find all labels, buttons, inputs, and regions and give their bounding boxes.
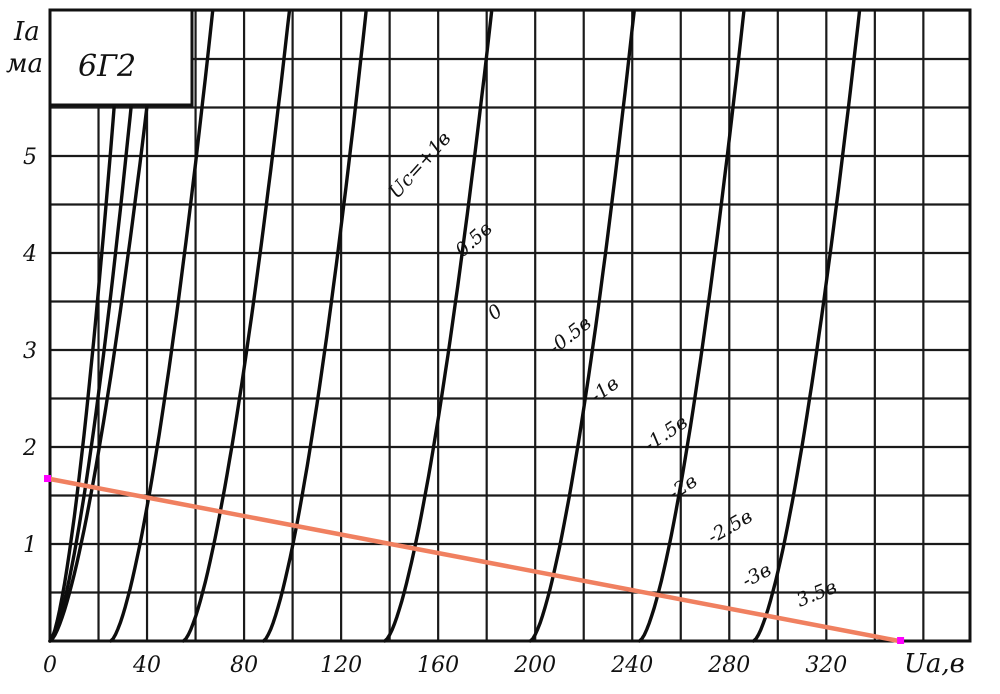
plot-frame (48, 8, 972, 643)
curve-label: -2в (664, 470, 701, 505)
y-tick-label: 1 (23, 533, 37, 558)
y-tick-label: 5 (23, 145, 37, 170)
load-line-marker-start (44, 475, 51, 483)
title-box: 6Г2 (48, 8, 194, 107)
curves-group (48, 10, 862, 643)
curve-label: -1.5в (640, 411, 692, 456)
characteristic-curve (109, 10, 215, 643)
curve-label: -3в (738, 559, 774, 592)
x-tick-label: 40 (132, 653, 161, 678)
axis-labels: Ia ма Ua,в (6, 17, 965, 679)
characteristic-curve (48, 10, 124, 643)
curve-label: 0.5в (451, 218, 496, 262)
characteristic-curve (528, 10, 636, 643)
x-tick-label: 160 (417, 653, 459, 678)
curve-label: 3.5в (793, 576, 840, 612)
x-tick-label: 280 (707, 653, 750, 678)
y-tick-label: 4 (22, 242, 37, 267)
title-box-rect (48, 8, 194, 107)
x-tick-label: 320 (805, 653, 847, 678)
characteristic-curve (181, 10, 291, 643)
characteristic-curve (261, 10, 368, 643)
x-tick-label: 0 (43, 653, 57, 678)
load-line (47, 476, 902, 644)
x-tick-label: 120 (320, 653, 362, 678)
y-axis-label-unit: ма (6, 49, 43, 79)
x-axis-label: Ua,в (904, 649, 965, 679)
curve-label: Uc=+1в (384, 128, 455, 203)
load-line-group (44, 475, 905, 644)
characteristic-curve (751, 10, 862, 643)
y-tick-label: 3 (23, 339, 37, 364)
curve-label: -0.5в (544, 312, 595, 359)
chart-title: 6Г2 (78, 49, 136, 84)
x-tick-label: 80 (230, 653, 258, 678)
characteristic-curve (48, 10, 143, 643)
y-axis-label-symbol: Ia (13, 17, 40, 47)
x-tick-label: 200 (513, 653, 556, 678)
load-line-marker-end (897, 637, 905, 644)
x-tick-label: 240 (610, 653, 653, 678)
characteristic-curve (48, 10, 160, 643)
y-tick-label: 2 (22, 436, 37, 461)
characteristic-curve (637, 10, 746, 643)
y-axis-label: Ia ма (6, 17, 43, 79)
tick-labels: 0 40 80 120 160 200 240 280 320 1 2 3 4 5 (22, 145, 847, 678)
curve-label: -1в (586, 372, 623, 407)
characteristic-curve (383, 10, 494, 643)
